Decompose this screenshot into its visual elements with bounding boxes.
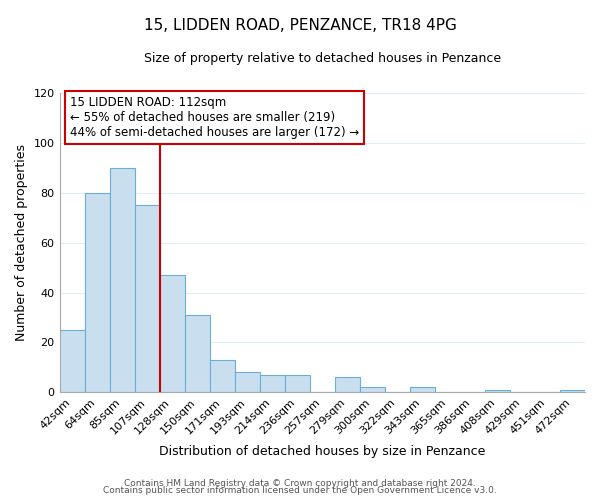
Text: Contains public sector information licensed under the Open Government Licence v3: Contains public sector information licen…: [103, 486, 497, 495]
Text: 15, LIDDEN ROAD, PENZANCE, TR18 4PG: 15, LIDDEN ROAD, PENZANCE, TR18 4PG: [143, 18, 457, 32]
X-axis label: Distribution of detached houses by size in Penzance: Distribution of detached houses by size …: [159, 444, 485, 458]
Text: Contains HM Land Registry data © Crown copyright and database right 2024.: Contains HM Land Registry data © Crown c…: [124, 478, 476, 488]
Y-axis label: Number of detached properties: Number of detached properties: [15, 144, 28, 341]
Bar: [335, 378, 360, 392]
Bar: [85, 193, 110, 392]
Bar: [209, 360, 235, 392]
Bar: [360, 388, 385, 392]
Text: 15 LIDDEN ROAD: 112sqm
← 55% of detached houses are smaller (219)
44% of semi-de: 15 LIDDEN ROAD: 112sqm ← 55% of detached…: [70, 96, 359, 139]
Bar: [110, 168, 134, 392]
Title: Size of property relative to detached houses in Penzance: Size of property relative to detached ho…: [144, 52, 501, 66]
Bar: [260, 375, 285, 392]
Bar: [235, 372, 260, 392]
Bar: [59, 330, 85, 392]
Bar: [285, 375, 310, 392]
Bar: [160, 275, 185, 392]
Bar: [560, 390, 585, 392]
Bar: [485, 390, 510, 392]
Bar: [410, 388, 435, 392]
Bar: [185, 315, 209, 392]
Bar: [134, 206, 160, 392]
